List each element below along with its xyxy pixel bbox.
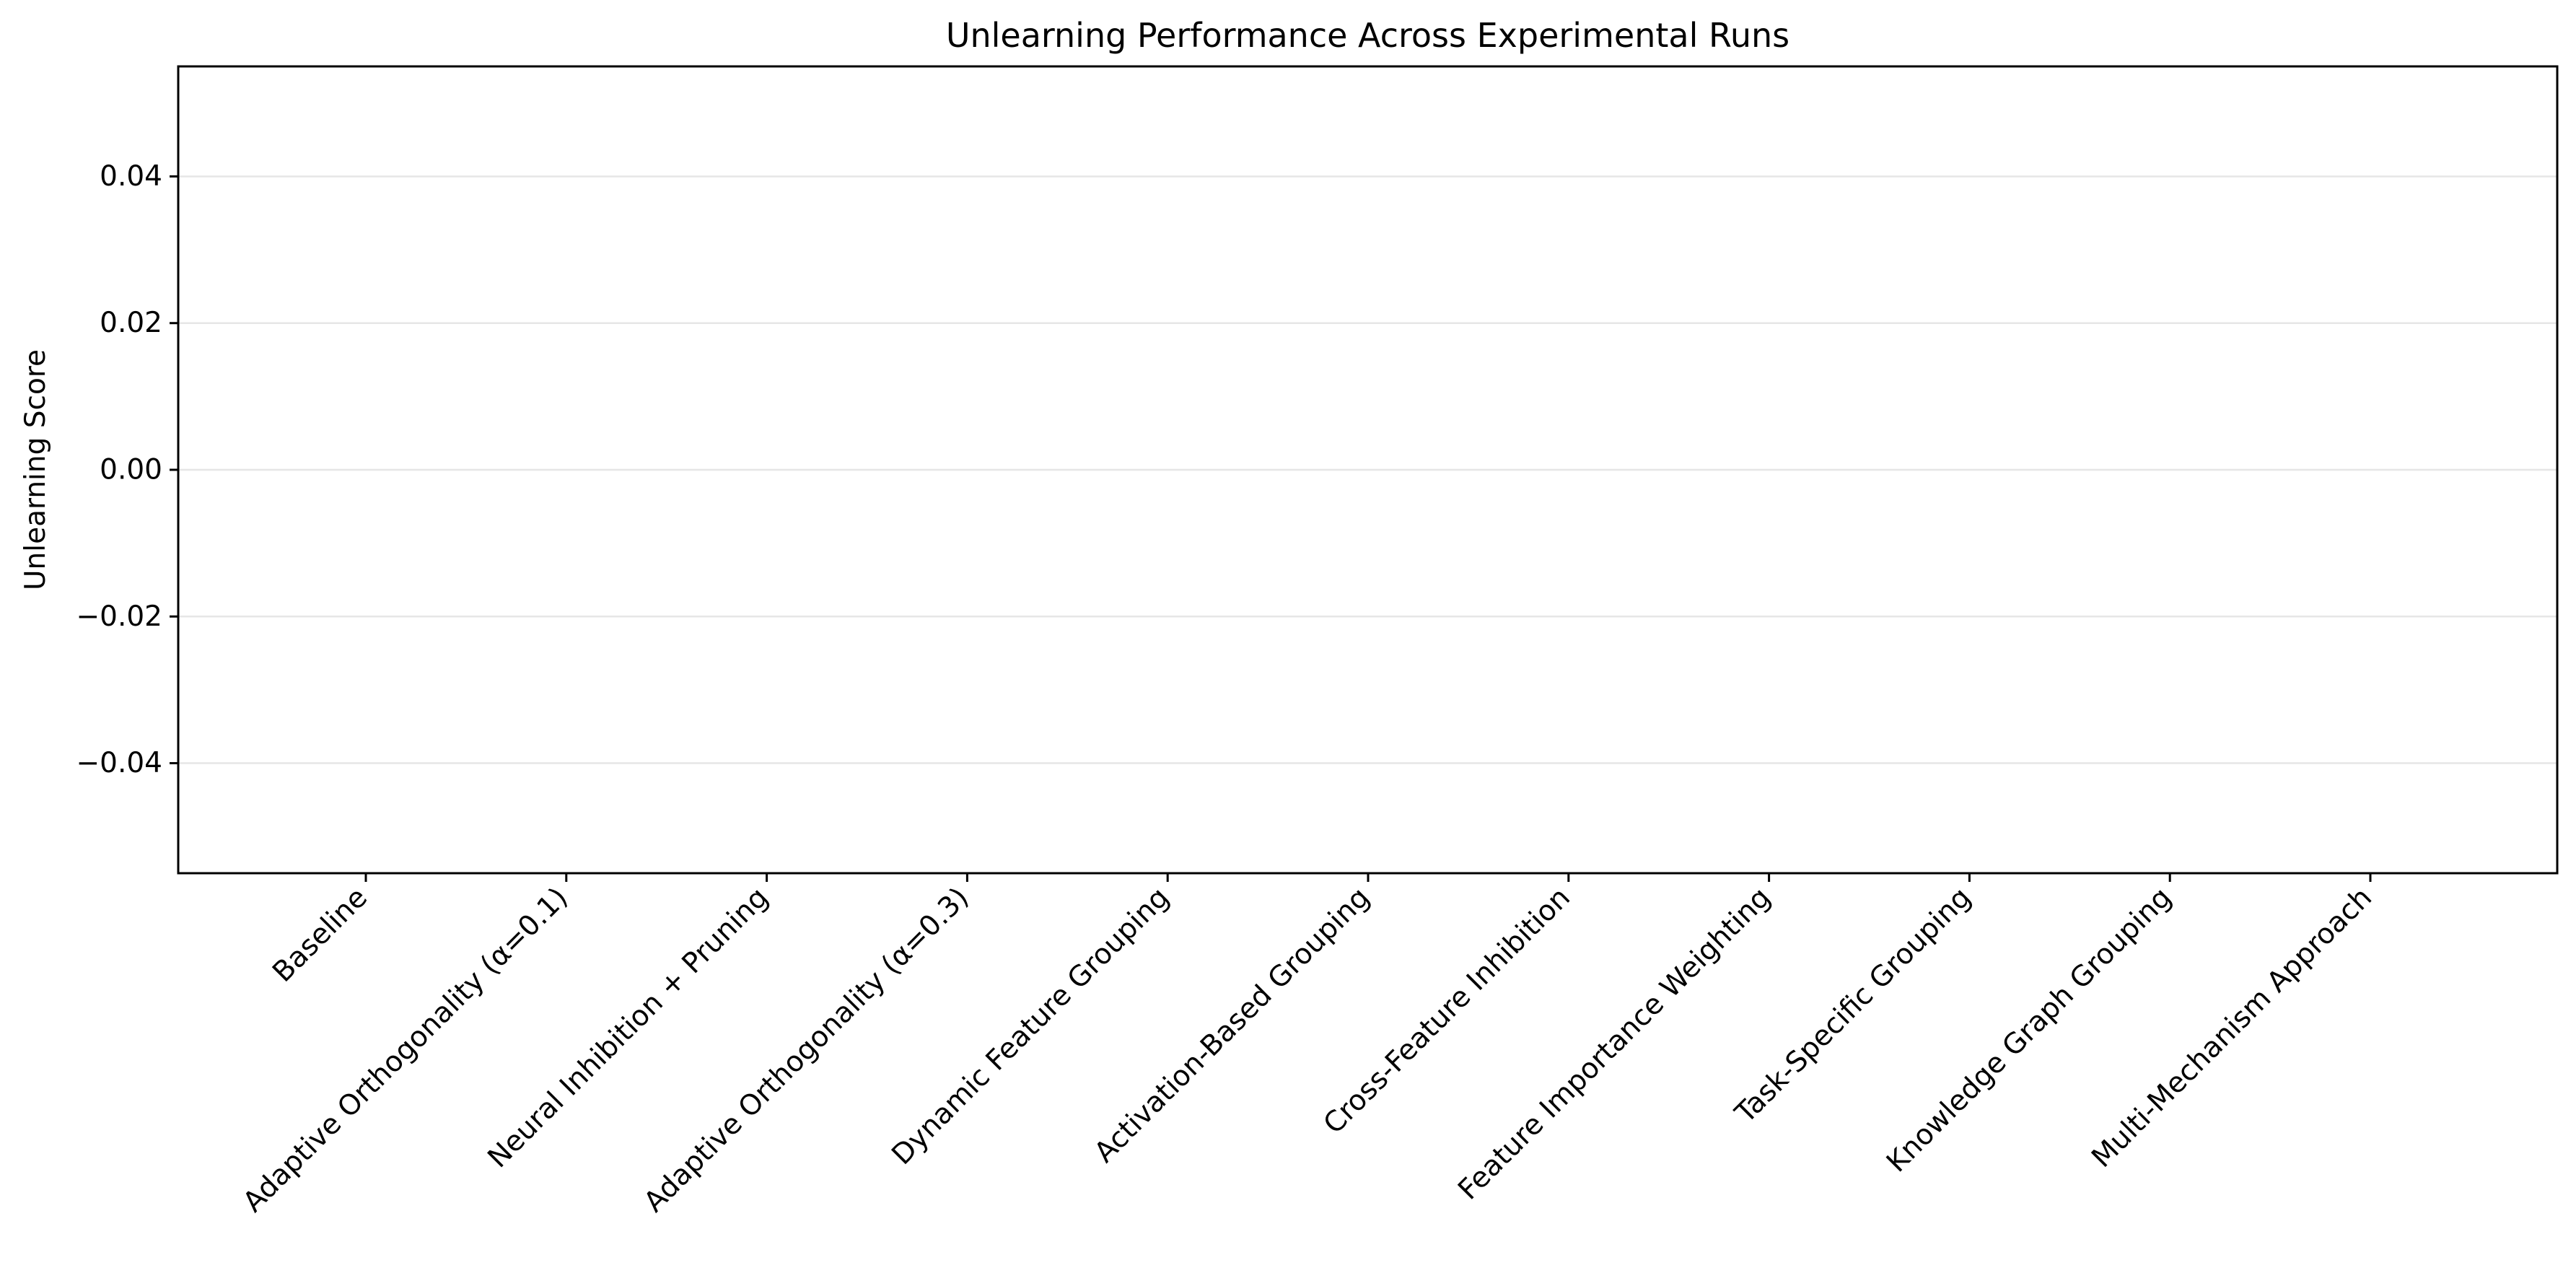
y-tick-label: −0.04 <box>76 747 162 779</box>
y-tick-label: 0.00 <box>100 454 162 486</box>
y-tick-label: 0.02 <box>100 307 162 339</box>
chart-title: Unlearning Performance Across Experiment… <box>946 16 1789 55</box>
y-tick-label: 0.04 <box>100 160 162 193</box>
y-axis-label: Unlearning Score <box>19 349 52 590</box>
y-tick-label: −0.02 <box>76 600 162 633</box>
